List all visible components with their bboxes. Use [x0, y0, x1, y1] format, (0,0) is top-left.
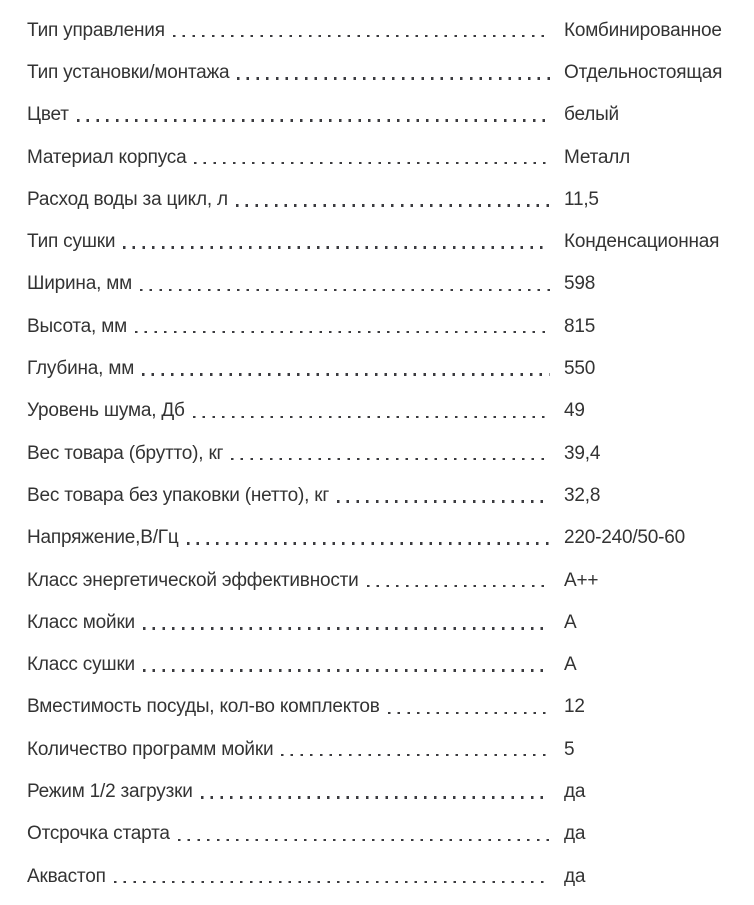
- dotted-leader: [235, 204, 550, 207]
- spec-row: Вес товара (брутто), кг 39,4: [27, 432, 754, 474]
- spec-row: Уровень шума, Дб 49: [27, 390, 754, 432]
- spec-label: Тип сушки: [27, 231, 116, 253]
- spec-value: да: [564, 823, 586, 845]
- spec-label: Режим 1/2 загрузки: [27, 780, 193, 802]
- spec-label: Расход воды за цикл, л: [27, 188, 228, 210]
- dotted-leader: [142, 373, 550, 376]
- spec-label: Класс мойки: [27, 611, 135, 633]
- dotted-leader: [192, 415, 550, 419]
- dotted-leader: [200, 796, 550, 799]
- spec-value: Комбинированное: [564, 19, 722, 41]
- spec-value: Конденсационная: [564, 231, 720, 253]
- spec-row: Вес товара без упаковки (нетто), кг 32,8: [27, 474, 754, 516]
- spec-value: 49: [564, 400, 585, 422]
- spec-label: Тип управления: [27, 19, 165, 41]
- spec-label: Вместимость посуды, кол-во комплектов: [27, 696, 380, 718]
- spec-label: Отсрочка старта: [27, 823, 170, 845]
- spec-row: Расход воды за цикл, л 11,5: [27, 178, 754, 220]
- spec-value: А++: [564, 569, 599, 591]
- spec-row: Материал корпуса Металл: [27, 136, 754, 178]
- dotted-leader: [281, 753, 550, 757]
- spec-row: Тип установки/монтажа Отдельностоящая: [27, 51, 754, 93]
- spec-row: Цвет белый: [27, 94, 754, 136]
- dotted-leader: [337, 500, 550, 503]
- dotted-leader: [139, 288, 550, 292]
- spec-row: Напряжение,В/Гц 220-240/50-60: [27, 517, 754, 559]
- spec-label: Ширина, мм: [27, 273, 132, 295]
- dotted-leader: [366, 584, 550, 588]
- dotted-leader: [194, 161, 550, 165]
- spec-value: 5: [564, 738, 575, 760]
- dotted-leader: [172, 34, 550, 38]
- spec-value: А: [564, 611, 577, 633]
- spec-label: Тип установки/монтажа: [27, 61, 230, 83]
- spec-row: Класс мойки А: [27, 601, 754, 643]
- spec-value: 32,8: [564, 484, 601, 506]
- spec-label: Материал корпуса: [27, 146, 187, 168]
- spec-row: Тип управления Комбинированное: [27, 9, 754, 51]
- spec-value: А: [564, 654, 577, 676]
- spec-row: Класс сушки А: [27, 643, 754, 685]
- spec-value: 598: [564, 273, 596, 295]
- spec-value: да: [564, 865, 586, 887]
- spec-value: 220-240/50-60: [564, 527, 686, 549]
- spec-label: Высота, мм: [27, 315, 127, 337]
- spec-value: 11,5: [564, 188, 599, 210]
- spec-row: Тип сушки Конденсационная: [27, 220, 754, 262]
- dotted-leader: [123, 246, 550, 249]
- spec-row: Отсрочка старта да: [27, 813, 754, 855]
- spec-row: Класс энергетической эффективности А++: [27, 559, 754, 601]
- spec-value: 550: [564, 358, 596, 380]
- spec-label: Глубина, мм: [27, 358, 135, 380]
- dotted-leader: [231, 457, 550, 461]
- spec-value: Металл: [564, 146, 631, 168]
- spec-label: Вес товара без упаковки (нетто), кг: [27, 484, 330, 506]
- spec-value: 815: [564, 315, 596, 337]
- spec-value: да: [564, 780, 586, 802]
- spec-label: Уровень шума, Дб: [27, 400, 185, 422]
- spec-value: 12: [564, 696, 585, 718]
- dotted-leader: [142, 627, 550, 630]
- dotted-leader: [142, 669, 550, 672]
- spec-value: 39,4: [564, 442, 601, 464]
- spec-row: Режим 1/2 загрузки да: [27, 770, 754, 812]
- spec-label: Цвет: [27, 104, 69, 126]
- dotted-leader: [186, 542, 550, 545]
- dotted-leader: [387, 711, 550, 715]
- spec-label: Вес товара (брутто), кг: [27, 442, 224, 464]
- dotted-leader: [113, 880, 550, 884]
- spec-row: Высота, мм 815: [27, 305, 754, 347]
- dotted-leader: [177, 838, 550, 842]
- spec-row: Количество программ мойки 5: [27, 728, 754, 770]
- spec-value: белый: [564, 104, 619, 126]
- spec-row: Вместимость посуды, кол-во комплектов 12: [27, 686, 754, 728]
- spec-row: Ширина, мм 598: [27, 263, 754, 305]
- spec-row: Глубина, мм 550: [27, 347, 754, 389]
- spec-label: Количество программ мойки: [27, 738, 274, 760]
- spec-value: Отдельностоящая: [564, 61, 723, 83]
- spec-label: Класс энергетической эффективности: [27, 569, 359, 591]
- spec-label: Класс сушки: [27, 654, 135, 676]
- dotted-leader: [237, 77, 550, 80]
- dotted-leader: [76, 119, 550, 122]
- spec-label: Аквастоп: [27, 865, 106, 887]
- spec-label: Напряжение,В/Гц: [27, 527, 179, 549]
- dotted-leader: [134, 330, 550, 334]
- spec-row: Аквастоп да: [27, 855, 754, 897]
